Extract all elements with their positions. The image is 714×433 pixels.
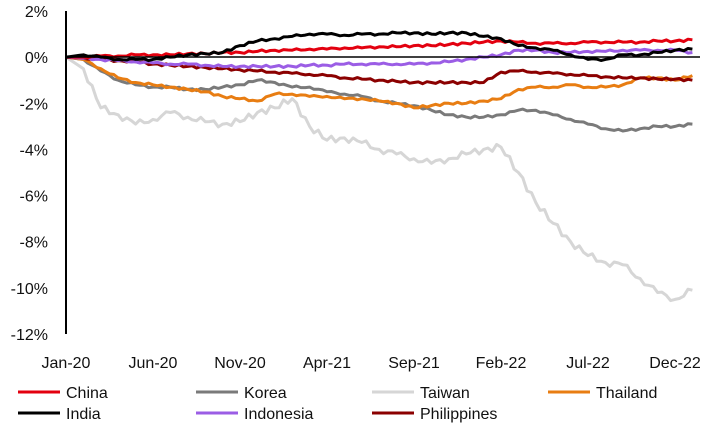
series-line-china [66,37,693,60]
series-lines [65,30,693,303]
legend-item-india: India [18,406,101,423]
y-axis-tick-labels: 2% 0% -2% -4% -6% -8% -10% -12% [11,4,48,344]
series-line-taiwan [65,55,693,303]
legend-item-thailand: Thailand [548,385,657,402]
series-line-korea [65,55,693,133]
legend-item-philippines: Philippines [372,406,497,423]
y-tick-label: -6% [20,189,48,206]
x-tick-label: Sep-21 [388,355,440,372]
legend-label: China [66,385,108,402]
y-tick-label: 0% [25,50,48,67]
legend-label: Taiwan [420,385,470,402]
series-line-indonesia [65,47,693,69]
series-line-thailand [65,55,693,110]
legend-label: Indonesia [244,406,313,423]
x-axis-tick-labels: Jan-20 Jun-20 Nov-20 Apr-21 Sep-21 Feb-22 Jul-… [42,355,701,372]
y-tick-label: -8% [20,235,48,252]
legend-item-indonesia: Indonesia [196,406,313,423]
x-tick-label: Jul-22 [566,355,610,372]
y-tick-label: -2% [20,96,48,113]
legend-label: Korea [244,385,287,402]
x-tick-label: Feb-22 [476,355,527,372]
legend-label: Philippines [420,406,497,423]
x-tick-label: Apr-21 [303,355,351,372]
legend-item-taiwan: Taiwan [372,385,470,402]
y-tick-label: -4% [20,142,48,159]
y-tick-label: 2% [25,4,48,21]
x-tick-label: Jun-20 [129,355,178,372]
y-tick-label: -10% [11,281,48,298]
x-tick-label: Nov-20 [214,355,266,372]
x-tick-label: Dec-22 [649,355,701,372]
legend-item-china: China [18,385,108,402]
x-tick-label: Jan-20 [42,355,91,372]
legend-label: Thailand [596,385,657,402]
legend-label: India [66,406,101,423]
legend: China Korea Taiwan Thailand India Indonesia Ph… [18,385,657,423]
legend-item-korea: Korea [196,385,287,402]
y-tick-label: -12% [11,327,48,344]
